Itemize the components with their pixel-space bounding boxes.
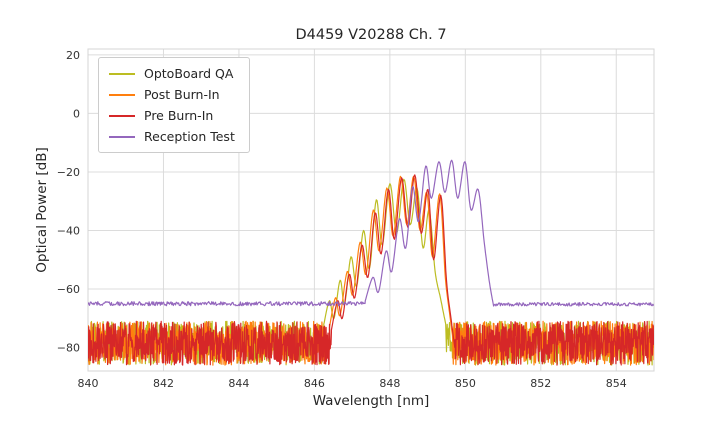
legend-label: Post Burn-In <box>144 87 220 102</box>
legend-label: Reception Test <box>144 129 235 144</box>
x-tick-label: 854 <box>606 377 627 390</box>
legend: OptoBoard QA Post Burn-In Pre Burn-In Recep… <box>98 57 250 153</box>
y-tick-label: −20 <box>57 166 80 179</box>
y-tick-label: 0 <box>73 107 80 120</box>
x-axis-label: Wavelength [nm] <box>312 393 430 409</box>
legend-line-swatch <box>109 72 135 75</box>
x-tick-label: 844 <box>228 377 249 390</box>
chart-title: D4459 V20288 Ch. 7 <box>295 27 447 43</box>
legend-label: Pre Burn-In <box>144 108 214 123</box>
legend-item: Reception Test <box>109 129 235 144</box>
y-tick-label: −80 <box>57 342 80 355</box>
x-tick-label: 846 <box>304 377 325 390</box>
y-tick-label: 20 <box>66 49 80 62</box>
x-tick-label: 842 <box>153 377 174 390</box>
x-tick-label: 852 <box>530 377 551 390</box>
x-tick-label: 850 <box>455 377 476 390</box>
legend-line-swatch <box>109 114 135 117</box>
series-line-pre-burn-in <box>88 174 654 366</box>
plot-frame <box>87 48 655 372</box>
legend-line-swatch <box>109 135 135 138</box>
legend-item: Post Burn-In <box>109 87 235 102</box>
y-tick-label: −40 <box>57 224 80 237</box>
series-line-reception-test <box>88 159 654 307</box>
legend-line-swatch <box>109 93 135 96</box>
y-tick-label: −60 <box>57 283 80 296</box>
x-tick-label: 840 <box>78 377 99 390</box>
x-tick-label: 848 <box>379 377 400 390</box>
legend-item: OptoBoard QA <box>109 66 235 81</box>
y-axis-label: Optical Power [dB] <box>34 147 50 273</box>
legend-label: OptoBoard QA <box>144 66 234 81</box>
legend-item: Pre Burn-In <box>109 108 235 123</box>
